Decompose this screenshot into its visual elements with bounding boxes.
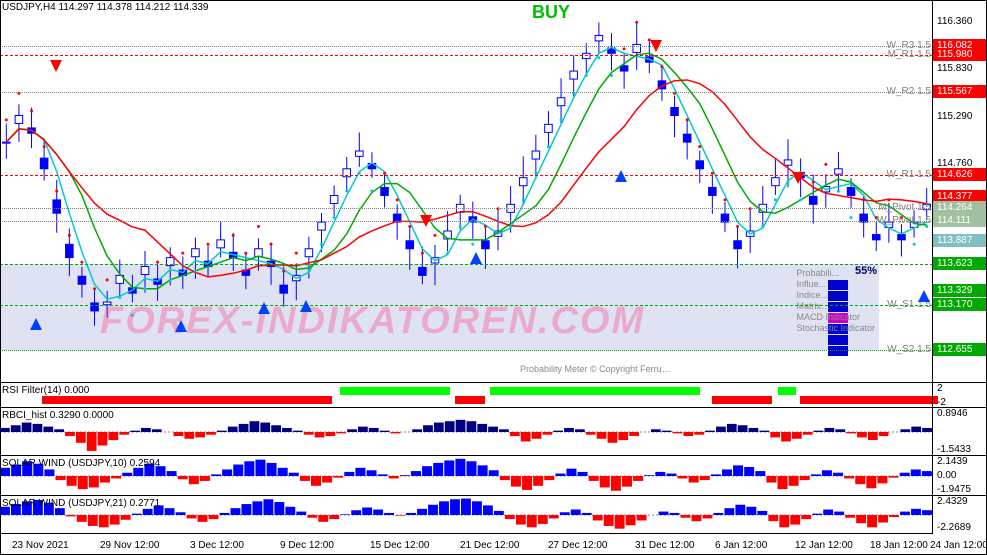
sw2-title: SOLAR WIND (USDJPY,21) 0.2771 (2, 498, 160, 509)
forex-chart: BUY FOREX-INDIKATOREN.COM 55% Probabili.… (0, 0, 987, 555)
info-stack: Probabili...Influe...Indice…Matrix…MACD … (796, 268, 875, 334)
price-plot[interactable]: BUY FOREX-INDIKATOREN.COM 55% Probabili.… (0, 0, 933, 382)
main-price-panel[interactable]: BUY FOREX-INDIKATOREN.COM 55% Probabili.… (0, 0, 987, 382)
rbci-title: RBCI_hist 0.3290 0.0000 (2, 410, 114, 421)
rbci-plot (0, 408, 933, 456)
rsi-plot (0, 383, 933, 408)
ohlc-values: 114.297 114.378 114.212 114.339 (59, 2, 209, 13)
chart-title: USDJPY,H4 114.297 114.378 114.212 114.33… (2, 2, 208, 13)
rbci-y-axis: 0.8946-1.5433 (932, 408, 987, 456)
rsi-y-axis: 2-2 (932, 383, 987, 408)
sw1-title: SOLAR WIND (USDJPY,10) 0.2594 (2, 458, 160, 469)
time-x-axis: 23 Nov 202129 Nov 12:003 Dec 12:009 Dec … (0, 533, 933, 555)
sw1-y-axis: 2.14390.00-1.9475 (932, 456, 987, 496)
rbci-svg (0, 408, 933, 456)
rsi-title: RSI Filter(14) 0.000 (2, 385, 89, 396)
rbci-panel[interactable]: RBCI_hist 0.3290 0.0000 0.8946-1.5433 (0, 407, 987, 456)
copyright-text: Probability Meter © Copyright Ferru… (520, 364, 671, 374)
price-y-axis: 116.360115.830115.290114.760116.082115.9… (932, 0, 987, 382)
signal-label: BUY (532, 2, 570, 23)
solar-wind-21-panel[interactable]: SOLAR WIND (USDJPY,21) 0.2771 2.4329-2.2… (0, 495, 987, 534)
symbol-text: USDJPY,H4 (2, 2, 56, 13)
sw2-y-axis: 2.4329-2.2689 (932, 496, 987, 534)
rsi-filter-panel[interactable]: RSI Filter(14) 0.000 2-2 (0, 382, 987, 408)
solar-wind-10-panel[interactable]: SOLAR WIND (USDJPY,10) 0.2594 2.14390.00… (0, 455, 987, 496)
